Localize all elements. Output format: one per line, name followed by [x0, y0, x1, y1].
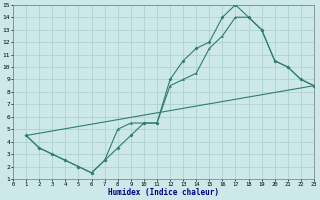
X-axis label: Humidex (Indice chaleur): Humidex (Indice chaleur) [108, 188, 219, 197]
